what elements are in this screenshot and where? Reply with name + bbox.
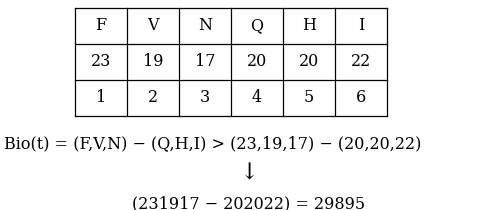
Text: Q: Q [250, 17, 263, 34]
Text: 17: 17 [195, 54, 215, 71]
Text: 23: 23 [91, 54, 111, 71]
Text: 22: 22 [351, 54, 371, 71]
Text: 4: 4 [252, 89, 262, 106]
Text: V: V [147, 17, 159, 34]
Text: 5: 5 [304, 89, 314, 106]
Text: 6: 6 [356, 89, 366, 106]
Text: 19: 19 [143, 54, 163, 71]
Text: I: I [358, 17, 364, 34]
Text: 20: 20 [247, 54, 267, 71]
Text: ↓: ↓ [239, 163, 258, 185]
Text: (231917 − 202022) = 29895: (231917 − 202022) = 29895 [132, 196, 365, 210]
Text: H: H [302, 17, 316, 34]
Text: 2: 2 [148, 89, 158, 106]
Text: 3: 3 [200, 89, 210, 106]
Text: F: F [95, 17, 106, 34]
Text: Bio(t) = (F,V,N) − (Q,H,I) > (23,19,17) − (20,20,22): Bio(t) = (F,V,N) − (Q,H,I) > (23,19,17) … [4, 135, 421, 152]
Text: 20: 20 [299, 54, 319, 71]
Text: 1: 1 [96, 89, 106, 106]
Text: N: N [198, 17, 212, 34]
